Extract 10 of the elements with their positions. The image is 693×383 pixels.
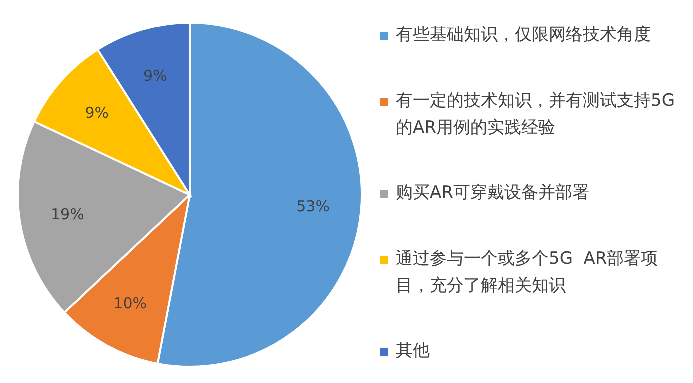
data-label: 10% [114, 294, 148, 313]
data-label: 9% [144, 67, 168, 86]
legend-label: 通过参与一个或多个5G AR部署项目，充分了解相关知识 [396, 248, 660, 298]
data-label: 9% [85, 104, 110, 122]
legend-label: 其他 [396, 340, 430, 363]
legend-label: 有些基础知识，仅限网络技术角度 [396, 24, 651, 47]
data-label: 19% [51, 205, 84, 224]
legend-label: 有一定的技术知识，并有测试支持5G的AR用例的实践经验 [396, 90, 676, 140]
legend-label: 购买AR可穿戴设备并部署 [396, 182, 590, 205]
data-label: 53% [296, 198, 330, 216]
